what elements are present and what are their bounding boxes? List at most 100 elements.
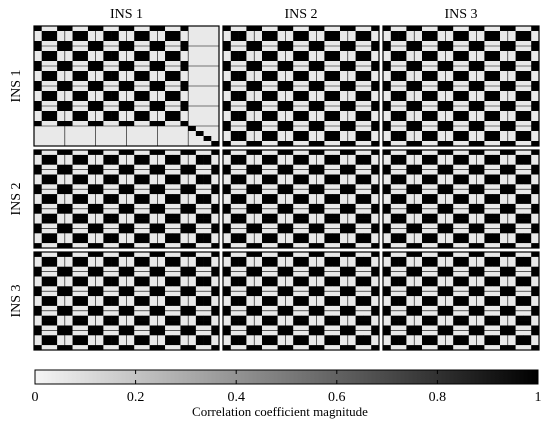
heatmap-cell bbox=[301, 213, 310, 219]
heatmap-cell bbox=[406, 106, 415, 112]
heatmap-cell bbox=[476, 243, 485, 249]
heatmap-cell bbox=[422, 121, 431, 127]
heatmap-cell bbox=[500, 243, 509, 249]
heatmap-cell bbox=[484, 261, 493, 267]
heatmap-cell bbox=[57, 271, 66, 277]
heatmap-cell bbox=[195, 252, 204, 258]
heatmap-cell bbox=[157, 41, 166, 47]
heatmap-cell bbox=[316, 281, 325, 287]
heatmap-cell bbox=[118, 223, 127, 229]
heatmap-cell bbox=[103, 159, 112, 165]
heatmap-cell bbox=[41, 271, 50, 277]
heatmap-cell bbox=[429, 126, 438, 132]
heatmap-cell bbox=[316, 121, 325, 127]
heatmap-cell bbox=[293, 121, 302, 127]
heatmap-cell bbox=[523, 340, 532, 346]
heatmap-cell bbox=[523, 116, 532, 122]
heatmap-cell bbox=[49, 315, 58, 321]
heatmap-cell bbox=[103, 116, 112, 122]
heatmap-cell bbox=[269, 233, 278, 239]
heatmap-cell bbox=[293, 126, 302, 132]
heatmap-cell bbox=[211, 203, 220, 210]
heatmap-cell bbox=[429, 345, 438, 351]
heatmap-cell bbox=[126, 233, 135, 239]
heatmap-cell bbox=[500, 223, 509, 229]
heatmap-cell bbox=[57, 174, 66, 180]
heatmap-cell bbox=[126, 56, 135, 62]
heatmap-cell bbox=[195, 330, 204, 336]
heatmap-cell bbox=[390, 223, 399, 229]
heatmap-cell bbox=[269, 179, 278, 185]
heatmap-cell bbox=[188, 51, 197, 57]
heatmap-cell bbox=[406, 76, 415, 82]
heatmap-cell bbox=[195, 213, 204, 219]
heatmap-cell bbox=[64, 330, 73, 336]
heatmap-cell bbox=[57, 86, 66, 92]
heatmap-cell bbox=[41, 174, 50, 180]
heatmap-cell bbox=[64, 189, 73, 195]
heatmap-cell bbox=[437, 116, 446, 122]
heatmap-cell bbox=[422, 330, 431, 336]
heatmap-cell bbox=[293, 203, 302, 210]
heatmap-cell bbox=[203, 164, 212, 170]
heatmap-cell bbox=[188, 71, 197, 77]
heatmap-cell bbox=[72, 233, 81, 239]
heatmap-cell bbox=[203, 46, 212, 52]
heatmap-cell bbox=[41, 46, 50, 52]
heatmap-cell bbox=[507, 228, 516, 234]
heatmap-cell bbox=[347, 189, 356, 195]
heatmap-cell bbox=[406, 81, 415, 87]
heatmap-cell bbox=[484, 131, 493, 137]
heatmap-cell bbox=[172, 101, 181, 107]
heatmap-cell bbox=[230, 174, 239, 180]
heatmap-cell bbox=[34, 286, 43, 292]
heatmap-cell bbox=[507, 101, 516, 107]
row-title: INS 3 bbox=[9, 284, 24, 317]
heatmap-cell bbox=[476, 261, 485, 267]
heatmap-cell bbox=[293, 46, 302, 52]
heatmap-cell bbox=[445, 164, 454, 170]
heatmap-cell bbox=[301, 169, 310, 175]
heatmap-cell bbox=[422, 81, 431, 87]
heatmap-cell bbox=[34, 340, 43, 346]
heatmap-cell bbox=[468, 256, 477, 263]
heatmap-cell bbox=[347, 91, 356, 97]
heatmap-cell bbox=[203, 81, 212, 87]
heatmap-cell bbox=[80, 261, 89, 267]
heatmap-cell bbox=[165, 252, 174, 258]
heatmap-cell bbox=[64, 335, 73, 341]
heatmap-cell bbox=[165, 174, 174, 180]
heatmap-cell bbox=[515, 76, 524, 82]
heatmap-cell bbox=[195, 66, 204, 72]
heatmap-cell bbox=[188, 315, 197, 321]
heatmap-cell bbox=[500, 51, 509, 57]
heatmap-cell bbox=[269, 340, 278, 346]
heatmap-cell bbox=[515, 238, 524, 244]
heatmap-cell bbox=[64, 164, 73, 170]
heatmap-cell bbox=[468, 238, 477, 244]
heatmap-cell bbox=[363, 291, 372, 297]
heatmap-cell bbox=[111, 325, 120, 331]
heatmap-cell bbox=[468, 106, 477, 112]
heatmap-cell bbox=[223, 46, 232, 52]
heatmap-cell bbox=[223, 36, 232, 42]
heatmap-cell bbox=[57, 276, 66, 282]
heatmap-cell bbox=[468, 66, 477, 72]
heatmap-cell bbox=[126, 51, 135, 57]
heatmap-cell bbox=[211, 46, 220, 52]
heatmap-cell bbox=[157, 266, 166, 272]
heatmap-cell bbox=[363, 116, 372, 122]
colorbar-label: Correlation coefficient magnitude bbox=[192, 404, 368, 419]
heatmap-cell bbox=[57, 203, 66, 210]
heatmap-cell bbox=[72, 150, 81, 156]
heatmap-cell bbox=[293, 26, 302, 32]
heatmap-cell bbox=[355, 281, 364, 287]
heatmap-cell bbox=[468, 154, 477, 161]
heatmap-cell bbox=[126, 256, 135, 263]
heatmap-cell bbox=[134, 256, 143, 263]
heatmap-cell bbox=[262, 169, 271, 175]
heatmap-cell bbox=[332, 335, 341, 341]
heatmap-cell bbox=[126, 252, 135, 258]
heatmap-cell bbox=[340, 86, 349, 92]
heatmap-cell bbox=[324, 340, 333, 346]
